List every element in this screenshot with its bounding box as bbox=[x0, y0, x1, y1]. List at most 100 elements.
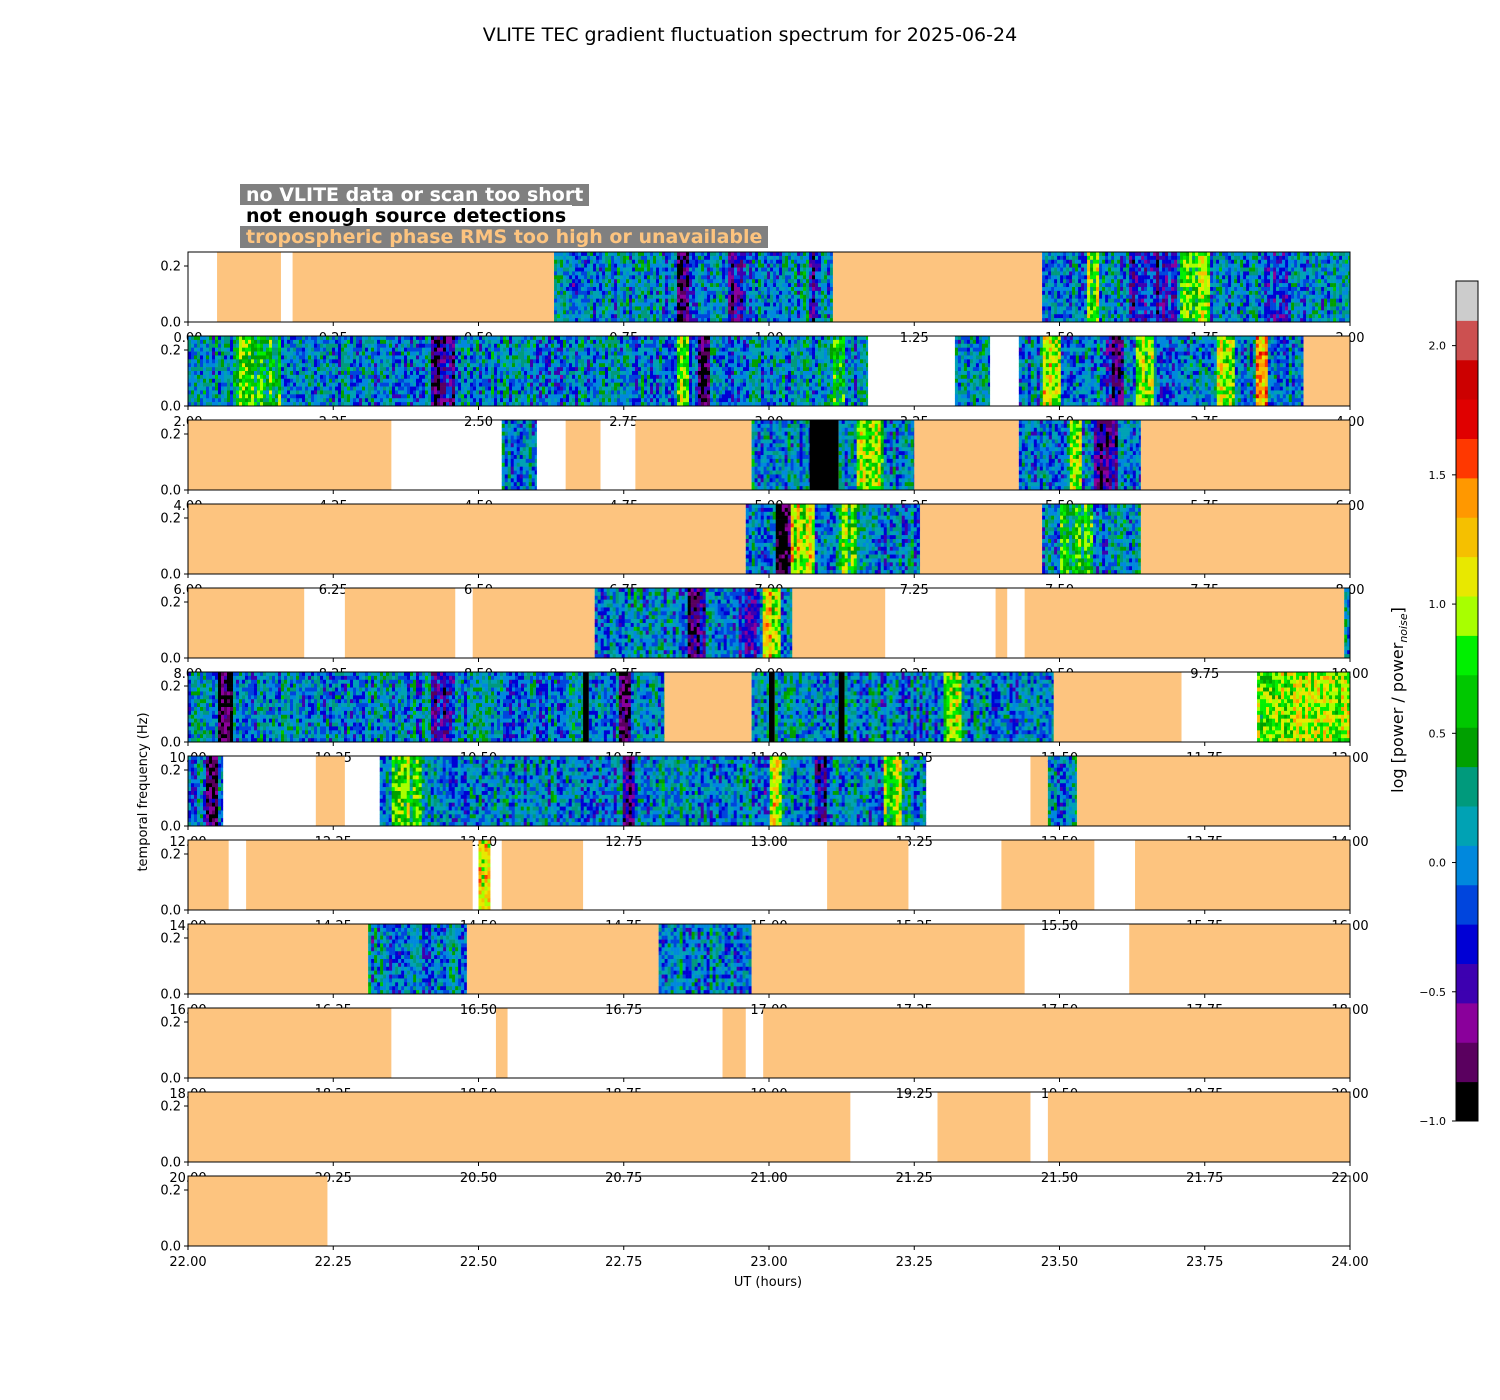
spectrum-cell bbox=[683, 310, 686, 314]
spectrum-cell bbox=[779, 260, 782, 264]
spectrum-cell bbox=[797, 268, 800, 272]
spectrum-cell bbox=[620, 271, 623, 275]
spectrum-cell bbox=[746, 279, 749, 283]
spectrum-cell bbox=[701, 310, 704, 314]
spectrum-cell bbox=[704, 279, 707, 283]
spectrum-cell bbox=[608, 260, 611, 264]
spectrum-cell bbox=[560, 271, 563, 275]
spectrum-cell bbox=[560, 287, 563, 291]
spectrum-cell bbox=[650, 252, 653, 256]
spectrum-cell bbox=[806, 303, 809, 307]
spectrum-cell bbox=[701, 275, 704, 279]
spectrum-cell bbox=[698, 264, 701, 268]
spectrum-cell bbox=[713, 287, 716, 291]
spectrum-cell bbox=[773, 260, 776, 264]
spectrum-cell bbox=[725, 264, 728, 268]
spectrum-cell bbox=[560, 314, 563, 318]
spectrum-cell bbox=[800, 306, 803, 310]
spectrum-cell bbox=[725, 256, 728, 260]
spectrum-cell bbox=[773, 303, 776, 307]
spectrum-cell bbox=[692, 299, 695, 303]
spectrum-cell bbox=[719, 271, 722, 275]
spectrum-cell bbox=[554, 256, 557, 260]
spectrum-cell bbox=[596, 310, 599, 314]
spectrum-cell bbox=[722, 268, 725, 272]
spectrum-cell bbox=[710, 303, 713, 307]
spectrum-cell bbox=[662, 275, 665, 279]
spectrum-cell bbox=[587, 306, 590, 310]
spectrum-cell bbox=[758, 260, 761, 264]
spectrum-cell bbox=[809, 275, 812, 279]
spectrum-cell bbox=[746, 264, 749, 268]
spectrum-cell bbox=[587, 287, 590, 291]
spectrum-cell bbox=[743, 268, 746, 272]
spectrum-cell bbox=[707, 310, 710, 314]
spectrum-cell bbox=[614, 256, 617, 260]
spectrum-cell bbox=[674, 275, 677, 279]
spectrum-cell bbox=[665, 252, 668, 256]
spectrum-cell bbox=[767, 314, 770, 318]
spectrum-cell bbox=[626, 283, 629, 287]
spectrum-cell bbox=[719, 306, 722, 310]
spectrum-cell bbox=[758, 310, 761, 314]
spectrum-cell bbox=[794, 314, 797, 318]
spectrum-cell bbox=[776, 306, 779, 310]
spectrum-cell bbox=[791, 268, 794, 272]
spectrum-cell bbox=[794, 260, 797, 264]
spectrum-cell bbox=[704, 314, 707, 318]
spectrum-cell bbox=[629, 287, 632, 291]
spectrum-cell bbox=[623, 314, 626, 318]
spectrum-cell bbox=[659, 306, 662, 310]
spectrum-cell bbox=[656, 260, 659, 264]
spectrum-cell bbox=[800, 275, 803, 279]
spectrum-cell bbox=[608, 299, 611, 303]
spectrum-cell bbox=[743, 287, 746, 291]
spectrum-cell bbox=[608, 271, 611, 275]
spectrum-cell bbox=[563, 306, 566, 310]
spectrum-cell bbox=[611, 256, 614, 260]
spectrum-cell bbox=[767, 264, 770, 268]
spectrum-cell bbox=[575, 299, 578, 303]
spectrum-cell bbox=[797, 310, 800, 314]
spectrum-cell bbox=[569, 295, 572, 299]
spectrum-cell bbox=[578, 295, 581, 299]
spectrum-cell bbox=[806, 287, 809, 291]
spectrum-cell bbox=[659, 283, 662, 287]
spectrum-cell bbox=[758, 314, 761, 318]
spectrum-cell bbox=[575, 314, 578, 318]
spectrum-cell bbox=[674, 314, 677, 318]
spectrum-cell bbox=[707, 306, 710, 310]
spectrum-cell bbox=[563, 279, 566, 283]
spectrum-cell bbox=[614, 306, 617, 310]
spectrum-cell bbox=[599, 287, 602, 291]
spectrum-cell bbox=[770, 299, 773, 303]
spectrum-cell bbox=[665, 287, 668, 291]
spectrum-cell bbox=[767, 291, 770, 295]
spectrum-cell bbox=[644, 314, 647, 318]
spectrum-cell bbox=[731, 252, 734, 256]
spectrum-cell bbox=[563, 310, 566, 314]
spectrum-cell bbox=[614, 252, 617, 256]
spectrum-cell bbox=[650, 314, 653, 318]
spectrum-cell bbox=[617, 283, 620, 287]
spectrum-cell bbox=[632, 275, 635, 279]
spectrum-cell bbox=[644, 295, 647, 299]
spectrum-cell bbox=[797, 283, 800, 287]
spectrum-cell bbox=[566, 303, 569, 307]
spectrum-cell bbox=[641, 299, 644, 303]
spectrum-cell bbox=[593, 260, 596, 264]
spectrum-cell bbox=[566, 283, 569, 287]
spectrum-cell bbox=[773, 268, 776, 272]
spectrum-cell bbox=[701, 252, 704, 256]
spectrum-cell bbox=[788, 275, 791, 279]
spectrum-cell bbox=[656, 264, 659, 268]
spectrum-cell bbox=[719, 287, 722, 291]
spectrum-cell bbox=[710, 314, 713, 318]
spectrum-cell bbox=[584, 256, 587, 260]
spectrum-cell bbox=[617, 256, 620, 260]
spectrum-cell bbox=[689, 291, 692, 295]
spectrum-cell bbox=[635, 299, 638, 303]
spectrum-cell bbox=[785, 260, 788, 264]
spectrum-cell bbox=[692, 256, 695, 260]
spectrum-cell bbox=[755, 252, 758, 256]
